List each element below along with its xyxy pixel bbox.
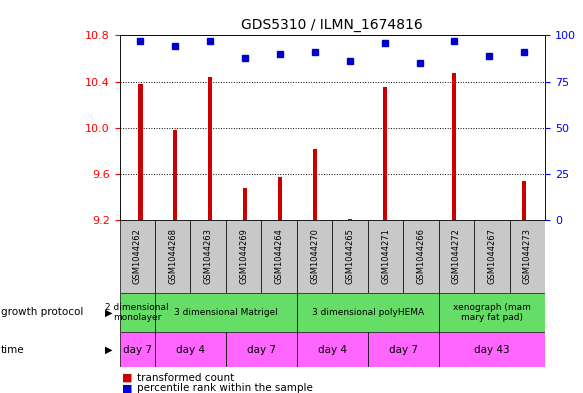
Bar [438,220,474,293]
Text: ■: ■ [122,373,133,383]
Bar [208,77,212,220]
Bar [191,220,226,293]
Text: ■: ■ [122,383,133,393]
Text: transformed count: transformed count [137,373,234,383]
Bar [452,73,456,220]
Bar [438,332,545,367]
Text: day 7: day 7 [389,345,418,355]
Bar [297,220,332,293]
Bar [487,220,491,221]
Bar [155,332,226,367]
Bar [120,220,155,293]
Text: day 7: day 7 [123,345,152,355]
Bar [278,177,282,220]
Bar [510,220,545,293]
Text: GSM1044263: GSM1044263 [203,228,213,285]
Text: GSM1044265: GSM1044265 [346,228,354,285]
Bar [368,332,439,367]
Text: GDS5310 / ILMN_1674816: GDS5310 / ILMN_1674816 [241,18,423,32]
Bar [332,220,368,293]
Bar [474,220,510,293]
Text: day 43: day 43 [474,345,510,355]
Bar [226,220,261,293]
Bar [312,149,317,220]
Bar [438,293,545,332]
Bar [297,332,368,367]
Text: growth protocol: growth protocol [1,307,83,318]
Bar [173,130,177,220]
Bar [382,87,387,220]
Text: 3 dimensional polyHEMA: 3 dimensional polyHEMA [312,308,424,317]
Text: GSM1044268: GSM1044268 [168,228,177,285]
Text: day 4: day 4 [176,345,205,355]
Bar [120,332,155,367]
Bar [417,220,422,221]
Bar [155,293,297,332]
Text: GSM1044266: GSM1044266 [416,228,426,285]
Bar [522,181,526,220]
Bar [155,220,191,293]
Bar [226,332,297,367]
Text: GSM1044273: GSM1044273 [523,228,532,285]
Text: percentile rank within the sample: percentile rank within the sample [137,383,313,393]
Text: GSM1044269: GSM1044269 [239,228,248,285]
Text: ▶: ▶ [105,345,113,355]
Text: GSM1044262: GSM1044262 [133,228,142,285]
Text: ▶: ▶ [105,307,113,318]
Text: day 4: day 4 [318,345,347,355]
Text: day 7: day 7 [247,345,276,355]
Text: xenograph (mam
mary fat pad): xenograph (mam mary fat pad) [453,303,531,322]
Bar [403,220,438,293]
Text: GSM1044267: GSM1044267 [487,228,496,285]
Text: GSM1044264: GSM1044264 [275,228,283,285]
Bar [120,293,155,332]
Bar [297,293,438,332]
Text: GSM1044271: GSM1044271 [381,228,390,285]
Text: GSM1044272: GSM1044272 [452,228,461,285]
Bar [261,220,297,293]
Bar [138,84,142,220]
Text: GSM1044270: GSM1044270 [310,228,319,285]
Text: 3 dimensional Matrigel: 3 dimensional Matrigel [174,308,278,317]
Text: 2 dimensional
monolayer: 2 dimensional monolayer [106,303,169,322]
Bar [347,219,352,220]
Text: time: time [1,345,25,355]
Bar [243,188,247,220]
Bar [368,220,403,293]
